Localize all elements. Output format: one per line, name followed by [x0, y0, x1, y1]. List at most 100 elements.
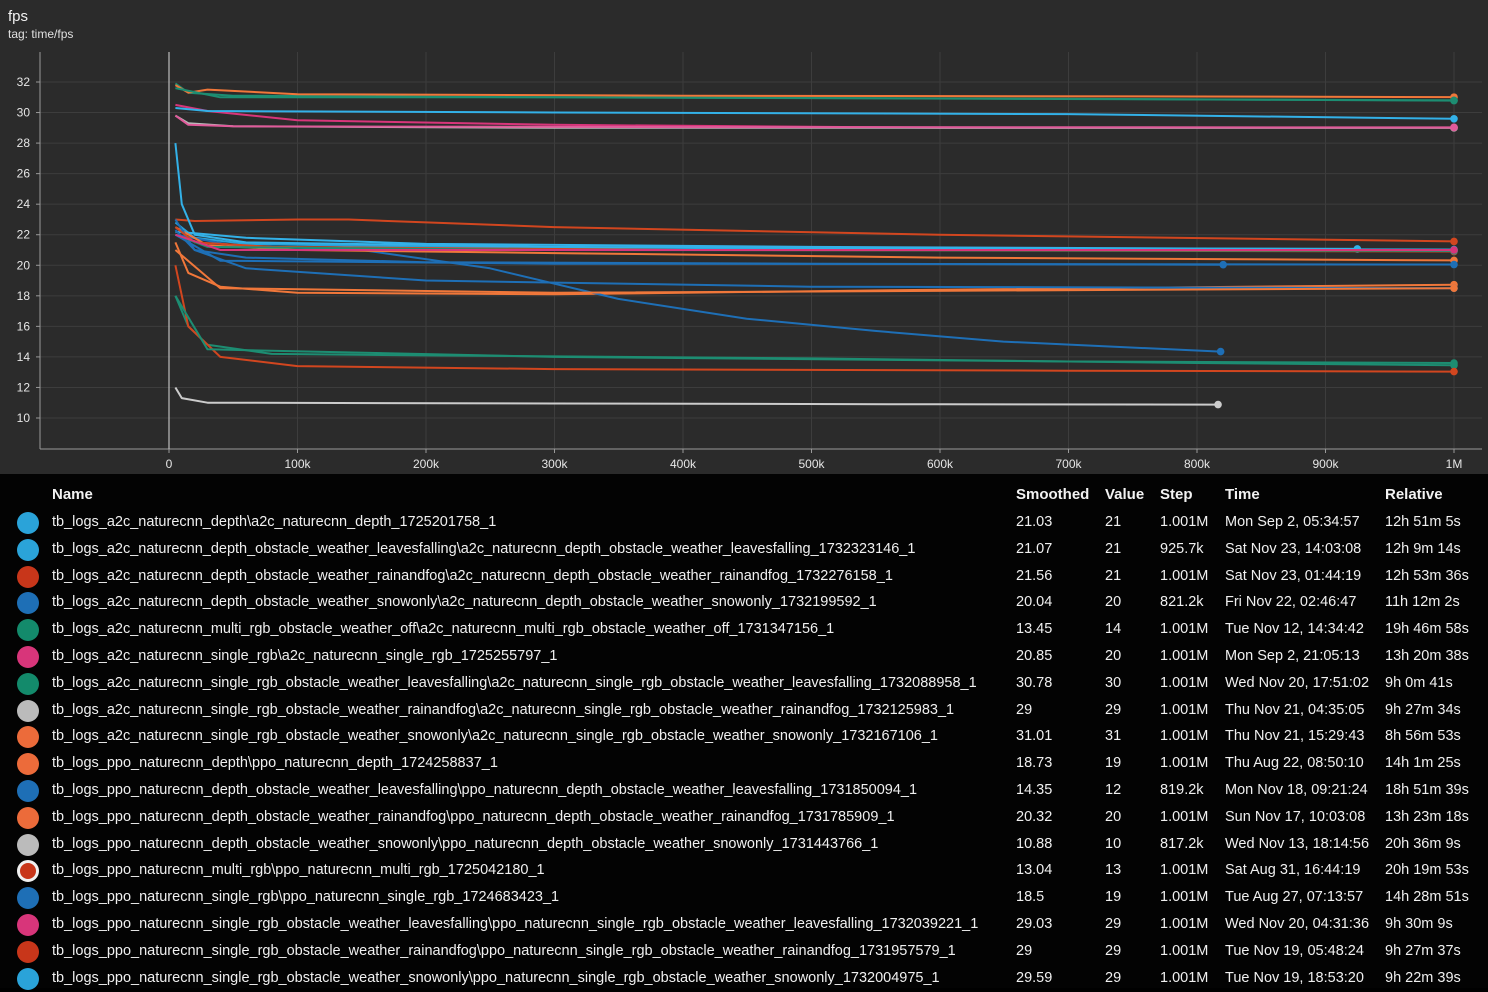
table-row[interactable]: tb_logs_a2c_naturecnn_single_rgb_obstacl…	[0, 697, 1488, 724]
smoothed-value: 14.35	[1016, 782, 1053, 798]
relative-time: 9h 27m 37s	[1385, 942, 1461, 959]
series-line[interactable]	[174, 218, 1455, 290]
table-row[interactable]: tb_logs_a2c_naturecnn_depth_obstacle_wea…	[0, 536, 1488, 563]
time-value: Wed Nov 13, 18:14:56	[1225, 835, 1370, 852]
table-row[interactable]: tb_logs_a2c_naturecnn_depth_obstacle_wea…	[0, 589, 1488, 616]
x-tick-label: 900k	[1312, 457, 1339, 471]
run-name: tb_logs_a2c_naturecnn_depth_obstacle_wea…	[52, 540, 916, 557]
y-tick-label: 20	[17, 258, 31, 272]
series-line[interactable]	[175, 107, 1455, 120]
table-row[interactable]: tb_logs_a2c_naturecnn_depth_obstacle_wea…	[0, 563, 1488, 590]
series-line[interactable]	[174, 233, 1455, 266]
run-color-dot[interactable]	[17, 565, 39, 588]
y-tick-label: 24	[17, 197, 31, 211]
run-color-dot[interactable]	[17, 646, 39, 668]
table-row[interactable]: tb_logs_a2c_naturecnn_depth\a2c_naturecn…	[0, 509, 1488, 536]
run-color-dot[interactable]	[17, 780, 39, 802]
table-row[interactable]: tb_logs_ppo_naturecnn_single_rgb_obstacl…	[0, 911, 1488, 938]
series-line[interactable]	[174, 84, 1455, 99]
run-name: tb_logs_ppo_naturecnn_single_rgb_obstacl…	[52, 942, 956, 959]
table-row[interactable]: tb_logs_ppo_naturecnn_depth\ppo_naturecn…	[0, 750, 1488, 777]
run-color-dot[interactable]	[17, 860, 39, 883]
table-row[interactable]: tb_logs_a2c_naturecnn_single_rgb_obstacl…	[0, 670, 1488, 697]
series-end-point[interactable]	[1450, 115, 1458, 123]
run-color-dot[interactable]	[17, 538, 39, 561]
table-row[interactable]: tb_logs_ppo_naturecnn_single_rgb\ppo_nat…	[0, 884, 1488, 911]
series-end-point[interactable]	[1214, 400, 1222, 409]
x-tick-label: 200k	[413, 457, 440, 471]
series-end-point[interactable]	[1450, 237, 1458, 246]
header-value[interactable]: Value	[1105, 486, 1145, 503]
series-end-point[interactable]	[1450, 246, 1458, 254]
smoothed-value: 20.04	[1016, 594, 1053, 611]
run-color-dot[interactable]	[17, 699, 39, 722]
series-line[interactable]	[175, 233, 1454, 251]
run-color-dot[interactable]	[17, 940, 39, 963]
run-name: tb_logs_a2c_naturecnn_depth\a2c_naturecn…	[52, 514, 497, 530]
series-end-point[interactable]	[1450, 359, 1458, 367]
raw-value: 29	[1105, 701, 1122, 718]
series-line[interactable]	[174, 142, 1455, 252]
table-row[interactable]: tb_logs_ppo_naturecnn_depth_obstacle_wea…	[0, 831, 1488, 858]
header-name[interactable]: Name	[52, 486, 93, 503]
series-end-point[interactable]	[1216, 347, 1225, 356]
series-line[interactable]	[174, 295, 1455, 364]
table-row[interactable]: tb_logs_a2c_naturecnn_multi_rgb_obstacle…	[0, 616, 1488, 643]
run-color-dot[interactable]	[17, 887, 39, 910]
series-line[interactable]	[174, 386, 1219, 406]
time-value: Mon Nov 18, 09:21:24	[1225, 782, 1368, 798]
time-value: Wed Nov 20, 17:51:02	[1225, 674, 1370, 691]
run-color-dot[interactable]	[17, 806, 39, 829]
header-relative[interactable]: Relative	[1385, 486, 1443, 503]
header-step[interactable]: Step	[1160, 486, 1193, 503]
series-line[interactable]	[174, 114, 1455, 129]
table-row[interactable]: tb_logs_ppo_naturecnn_single_rgb_obstacl…	[0, 938, 1488, 965]
relative-time: 9h 27m 34s	[1385, 701, 1461, 718]
smoothed-value: 29.03	[1016, 916, 1053, 932]
series-line[interactable]	[175, 87, 1455, 102]
run-name: tb_logs_ppo_naturecnn_depth_obstacle_wea…	[52, 808, 895, 825]
table-row[interactable]: tb_logs_ppo_naturecnn_depth_obstacle_wea…	[0, 804, 1488, 831]
relative-time: 13h 20m 38s	[1385, 648, 1469, 664]
series-line[interactable]	[174, 242, 1455, 296]
series-line[interactable]	[175, 218, 1455, 243]
smoothed-value: 30.78	[1016, 674, 1053, 691]
run-color-dot[interactable]	[17, 619, 39, 642]
smoothed-value: 21.07	[1016, 540, 1053, 557]
series-end-point[interactable]	[1450, 123, 1458, 132]
smoothed-value: 29	[1016, 701, 1033, 718]
run-color-dot[interactable]	[17, 914, 39, 936]
run-color-dot[interactable]	[17, 967, 39, 990]
fps-line-chart[interactable]: 10 12 14 16 18 20 22 24 26 28 30 32 0 100k 200k 300k 400…	[0, 0, 1488, 474]
series-line[interactable]	[174, 295, 1455, 367]
run-color-dot[interactable]	[17, 753, 39, 776]
relative-time: 12h 9m 14s	[1385, 540, 1461, 557]
step-value: 1.001M	[1160, 969, 1209, 986]
table-row[interactable]: tb_logs_ppo_naturecnn_depth_obstacle_wea…	[0, 777, 1488, 804]
series-end-point[interactable]	[1450, 260, 1458, 269]
series-end-point[interactable]	[1450, 367, 1458, 376]
series-line[interactable]	[174, 265, 1455, 373]
run-name: tb_logs_ppo_naturecnn_single_rgb_obstacl…	[52, 916, 979, 932]
y-tick-label: 18	[17, 289, 31, 303]
table-row[interactable]: tb_logs_ppo_naturecnn_multi_rgb\ppo_natu…	[0, 857, 1488, 884]
raw-value: 21	[1105, 514, 1122, 530]
series-line[interactable]	[174, 221, 1455, 251]
chart-title: fps	[8, 8, 29, 25]
run-color-dot[interactable]	[17, 672, 39, 695]
series-end-point[interactable]	[1450, 284, 1458, 292]
table-row[interactable]: tb_logs_a2c_naturecnn_single_rgb\a2c_nat…	[0, 643, 1488, 670]
run-color-dot[interactable]	[17, 833, 39, 856]
raw-value: 10	[1105, 835, 1122, 852]
run-color-dot[interactable]	[17, 726, 39, 749]
run-color-dot[interactable]	[17, 592, 39, 615]
x-tick-label: 1M	[1446, 457, 1463, 471]
header-smoothed[interactable]: Smoothed	[1016, 486, 1090, 503]
series-line[interactable]	[174, 249, 1455, 294]
table-row[interactable]: tb_logs_a2c_naturecnn_single_rgb_obstacl…	[0, 723, 1488, 750]
series-end-point[interactable]	[1450, 96, 1458, 105]
table-header: Name Smoothed Value Step Time Relative	[0, 486, 1488, 508]
run-color-dot[interactable]	[17, 512, 39, 534]
header-time[interactable]: Time	[1225, 486, 1260, 503]
table-row[interactable]: tb_logs_ppo_naturecnn_single_rgb_obstacl…	[0, 965, 1488, 992]
